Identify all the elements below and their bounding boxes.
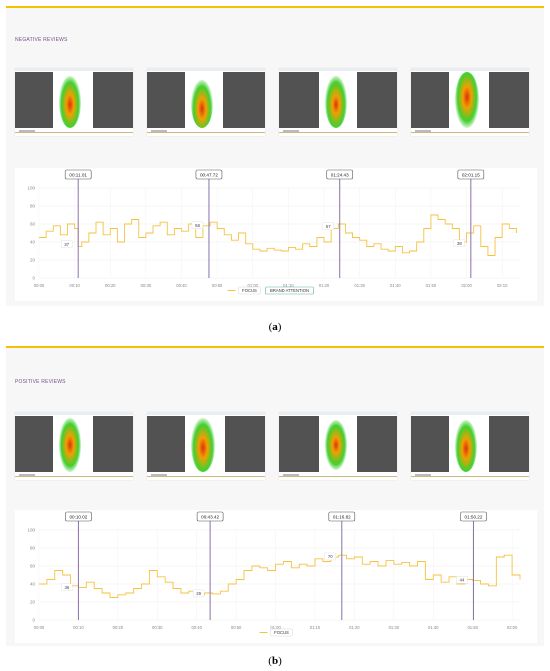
y-tick-label: 80 — [30, 546, 36, 551]
focus-chart: 0 20 40 60 80 100 00:00 00:10 00:20 00:30 00:40 00:… — [15, 510, 537, 643]
x-tick-label: 01:50 — [426, 283, 437, 288]
chart-svg: 0 20 40 60 80 100 00:00 00:10 00:20 00:30 00:40 00:… — [27, 169, 520, 295]
x-tick-label: 00:00 — [34, 625, 45, 630]
panel-title: NEGATIVE REVIEWS — [15, 37, 68, 43]
time-marker-label: 00:11.01 — [69, 173, 87, 178]
time-marker-label: 00:43.42 — [201, 515, 219, 520]
legend-item-box — [238, 286, 261, 295]
y-tick-label: 100 — [27, 186, 35, 191]
legend-label: FOCUS — [242, 288, 257, 293]
time-marker-label: 00:10.02 — [69, 515, 87, 520]
value-label: 36 — [65, 585, 70, 590]
caption-a: (a) — [268, 321, 282, 333]
focus-chart: 0 20 40 60 80 100 00:00 00:10 00:20 00:30 00:40 00:… — [15, 168, 537, 301]
x-tick-label: 01:50 — [467, 625, 478, 630]
heatmap-thumbnail-3 — [279, 412, 397, 480]
y-tick-label: 80 — [30, 204, 36, 209]
heatmap-thumbnail-4 — [411, 412, 529, 480]
x-tick-label: 01:40 — [390, 283, 401, 288]
x-tick-label: 00:40 — [191, 625, 202, 630]
panel-positive-reviews: POSITIVE REVIEWS 0 20 40 60 80 100 00:00 00:10 0… — [6, 346, 544, 646]
x-tick-label: 00:00 — [34, 283, 45, 288]
x-tick-label: 00:50 — [212, 283, 223, 288]
x-tick-label: 02:00 — [461, 283, 472, 288]
heatmap-thumbnail-1 — [15, 412, 133, 480]
caption-b: (b) — [268, 655, 282, 667]
x-tick-label: 00:30 — [152, 625, 163, 630]
focus-series-line — [39, 214, 517, 256]
value-label-box — [61, 583, 73, 591]
value-label-box — [192, 589, 205, 598]
x-tick-label: 01:30 — [389, 625, 400, 630]
y-tick-label: 20 — [30, 600, 36, 605]
time-marker-label: 00:47.72 — [200, 173, 218, 178]
value-label: 57 — [326, 224, 331, 229]
value-label-box — [453, 239, 466, 248]
heatmap-thumbnail-4 — [411, 68, 529, 136]
value-label-box — [324, 552, 336, 561]
y-tick-label: 60 — [30, 564, 36, 569]
y-tick-label: 20 — [30, 258, 36, 263]
value-label-box — [456, 576, 468, 584]
time-marker-label: 01:24.43 — [331, 173, 349, 178]
value-label: 38 — [457, 241, 462, 246]
x-tick-label: 00:50 — [231, 625, 242, 630]
y-tick-label: 60 — [30, 222, 36, 227]
time-marker-box — [460, 511, 487, 522]
heatmap-thumbnail-2 — [147, 68, 265, 136]
x-tick-label: 01:20 — [319, 283, 330, 288]
x-tick-label: 01:10 — [283, 283, 294, 288]
x-tick-label: 00:30 — [141, 283, 152, 288]
time-marker-label: 01:50.22 — [465, 515, 483, 520]
x-tick-label: 00:10 — [73, 625, 84, 630]
time-marker-box — [65, 511, 92, 522]
x-tick-label: 01:00 — [248, 283, 259, 288]
focus-series-line — [39, 554, 521, 598]
y-tick-label: 0 — [32, 276, 35, 281]
legend-label: FOCUS — [274, 630, 289, 635]
x-tick-label: 01:20 — [349, 625, 360, 630]
panel-title: POSITIVE REVIEWS — [15, 379, 66, 385]
value-label: 44 — [460, 578, 465, 583]
x-tick-label: 01:30 — [354, 283, 365, 288]
x-tick-label: 02:10 — [497, 283, 508, 288]
value-label: 37 — [64, 242, 69, 247]
panel-top-rule — [6, 6, 544, 8]
time-marker-box — [195, 169, 223, 180]
legend-label: BRAND ATTENTION — [270, 288, 309, 293]
heatmap-thumbnail-2 — [147, 412, 265, 480]
value-label: 70 — [328, 554, 333, 559]
time-marker-box — [457, 169, 485, 180]
chart-svg: 0 20 40 60 80 100 00:00 00:10 00:20 00:30 00:40 00:… — [27, 511, 521, 637]
heatmap-thumbnail-1 — [15, 68, 133, 136]
heatmap-thumbnail-3 — [279, 68, 397, 136]
legend-item-box — [270, 628, 293, 637]
time-marker-label: 02:01.15 — [462, 173, 480, 178]
time-marker-box — [196, 511, 224, 522]
legend-item-box — [265, 286, 314, 295]
x-tick-label: 01:40 — [428, 625, 439, 630]
value-label-box — [60, 240, 73, 248]
y-tick-label: 0 — [32, 618, 35, 623]
time-marker-box — [326, 169, 354, 180]
time-marker-label: 01:16.82 — [333, 515, 351, 520]
y-tick-label: 100 — [27, 528, 35, 533]
x-tick-label: 00:10 — [69, 283, 80, 288]
x-tick-label: 01:10 — [310, 625, 321, 630]
value-label: 58 — [195, 223, 200, 228]
value-label-box — [191, 221, 204, 229]
panel-top-rule — [6, 346, 544, 348]
y-tick-label: 40 — [30, 240, 36, 245]
x-tick-label: 01:00 — [270, 625, 281, 630]
time-marker-box — [64, 169, 92, 180]
x-tick-label: 00:20 — [113, 625, 124, 630]
x-tick-label: 00:20 — [105, 283, 116, 288]
time-marker-box — [328, 511, 356, 522]
x-tick-label: 00:40 — [176, 283, 187, 288]
panel-negative-reviews: NEGATIVE REVIEWS 0 20 40 60 80 100 00:00 00:10 0… — [6, 6, 544, 306]
y-tick-label: 40 — [30, 582, 36, 587]
value-label-box — [322, 222, 334, 230]
x-tick-label: 02:00 — [507, 625, 518, 630]
value-label: 29 — [196, 591, 201, 596]
